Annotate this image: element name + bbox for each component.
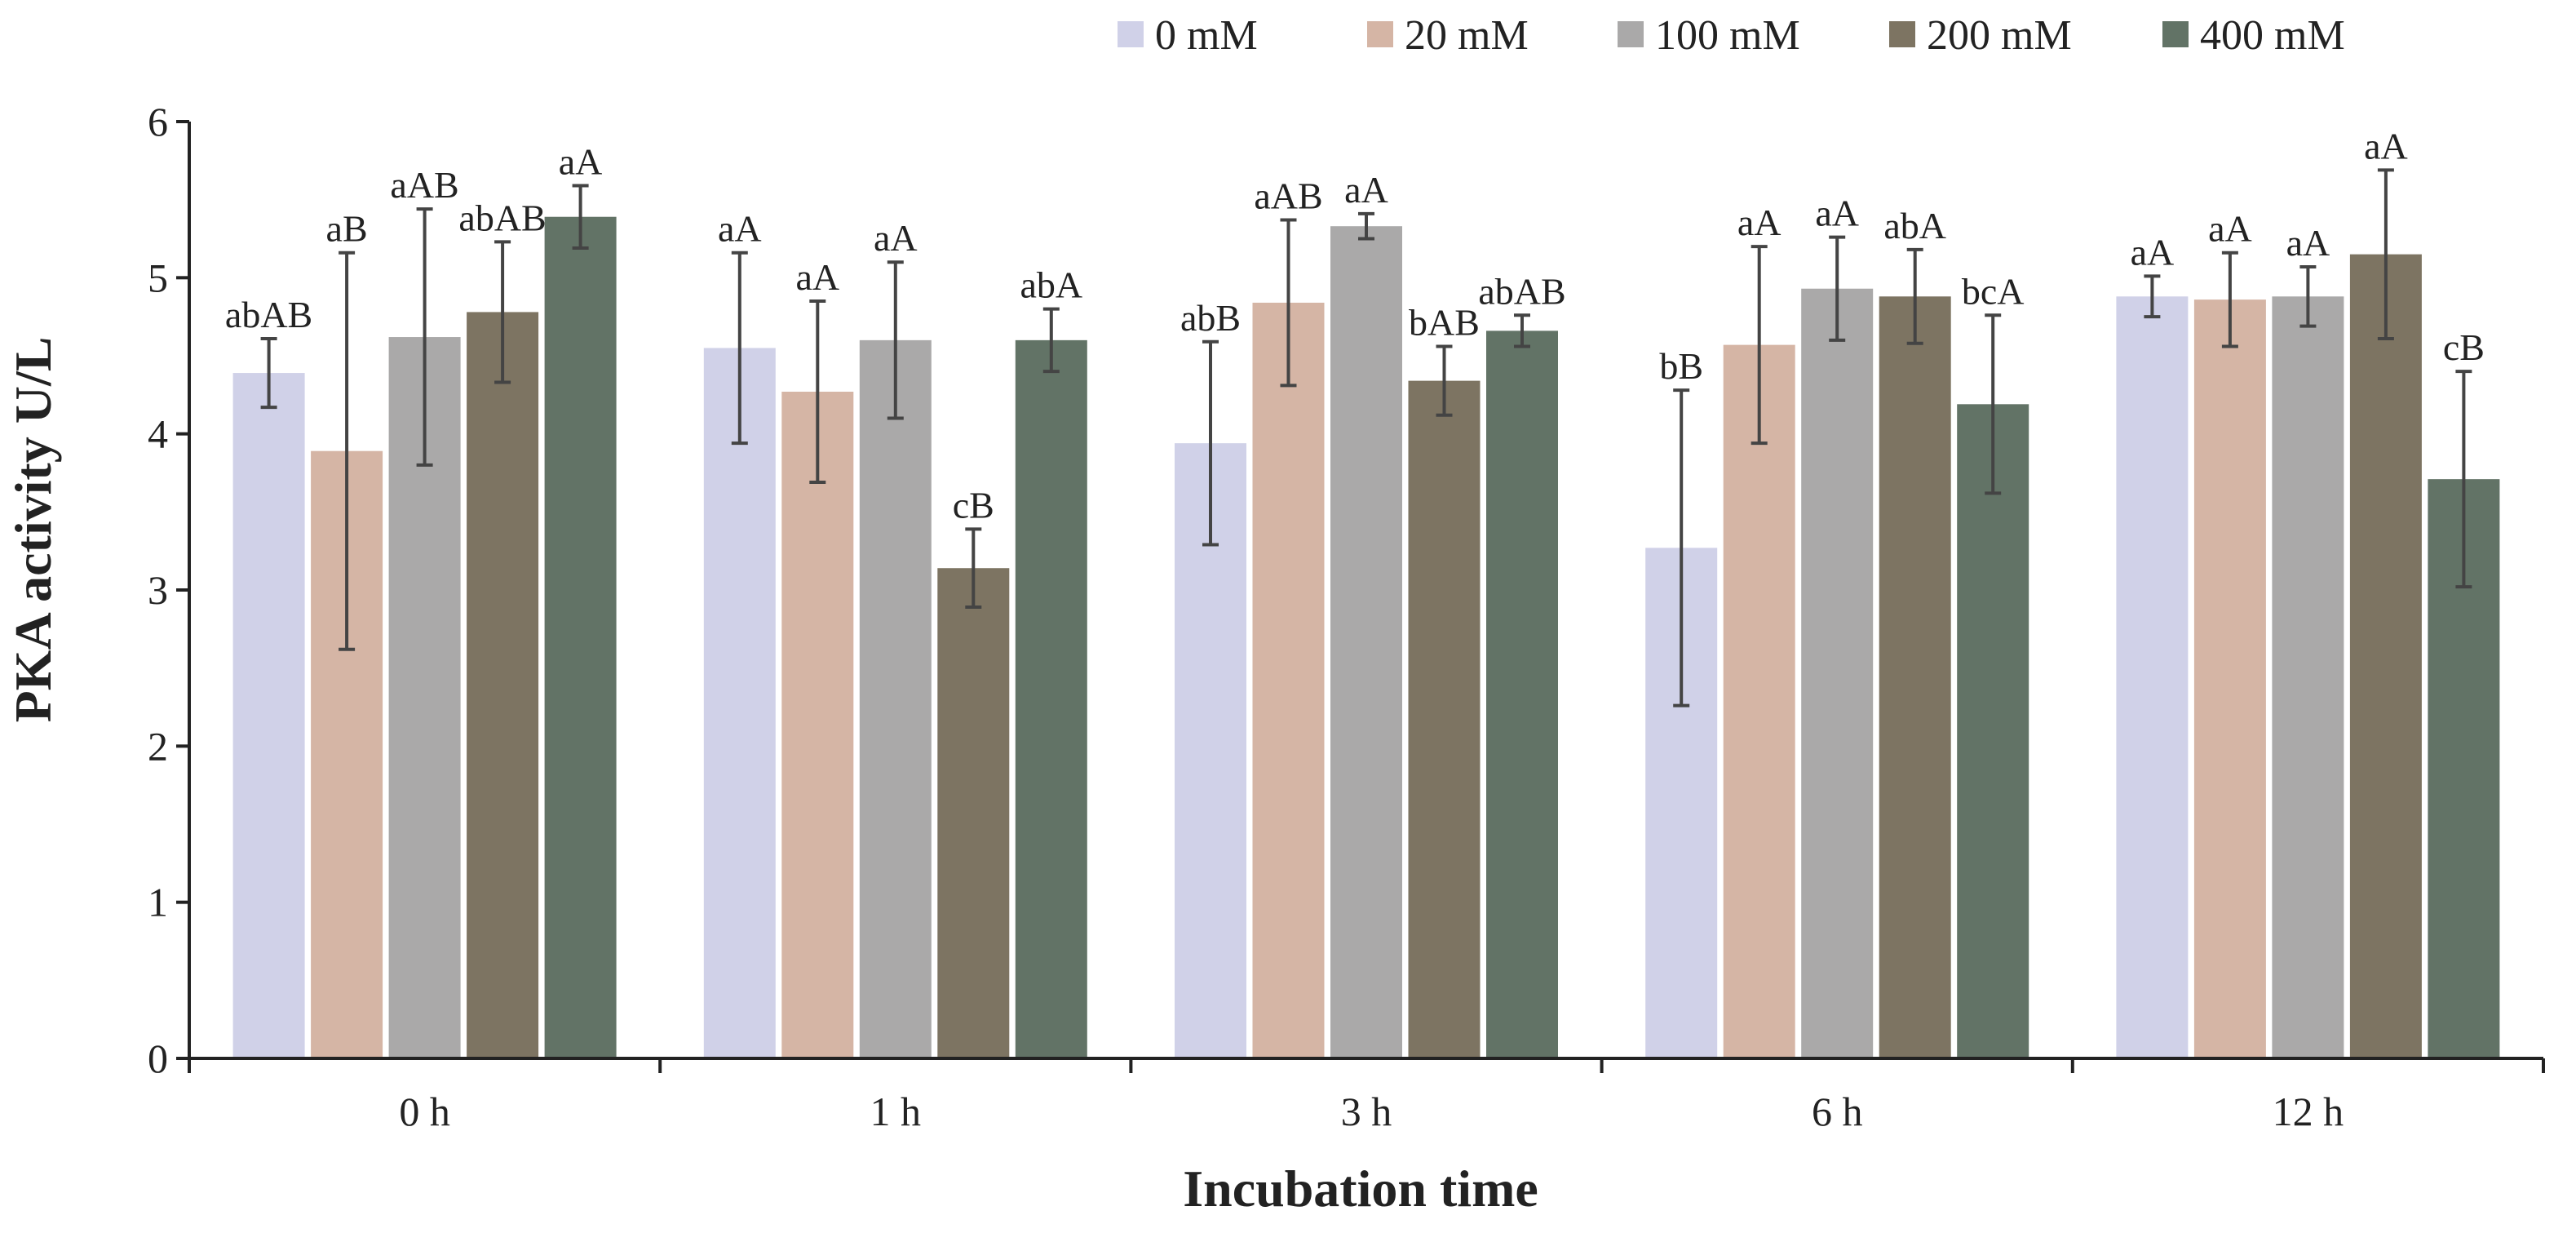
x-tick-label: 6 h: [1812, 1089, 1863, 1134]
bars: [232, 216, 2500, 1059]
legend-swatch: [1889, 21, 1915, 47]
data-label: aA: [2131, 231, 2175, 273]
legend-label: 400 mM: [2200, 12, 2345, 59]
bar: [1879, 296, 1951, 1058]
data-label: aA: [1815, 193, 1859, 234]
data-label: aA: [2286, 222, 2330, 264]
legend-swatch: [1367, 21, 1393, 47]
data-label: aA: [2364, 125, 2408, 166]
legend-label: 20 mM: [1405, 12, 1529, 59]
data-label: aA: [1737, 202, 1782, 243]
x-axis-title: Incubation time: [1183, 1160, 1538, 1218]
bar: [2272, 296, 2344, 1058]
data-label: cB: [2443, 326, 2485, 368]
data-label: aAB: [390, 164, 458, 206]
data-label: aAB: [1254, 175, 1322, 217]
bar: [1957, 404, 2029, 1058]
legend-swatch: [1618, 21, 1644, 47]
data-label: abAB: [458, 197, 546, 238]
y-axis-title: PKA activity U/L: [4, 337, 62, 723]
y-tick-label: 2: [148, 723, 168, 769]
data-label: abB: [1180, 297, 1241, 339]
bar: [1252, 302, 1325, 1058]
data-label: aA: [874, 217, 918, 259]
y-tick-label: 0: [148, 1036, 168, 1081]
bar: [467, 312, 539, 1059]
bar: [1801, 288, 1874, 1058]
data-label: abA: [1883, 205, 1946, 246]
y-tick-label: 5: [148, 255, 168, 300]
bar: [1015, 339, 1087, 1058]
axes: 0 1 2 3 4 5 6 0 h 1 h 3 h 6 h 12 h: [148, 99, 2545, 1134]
bar: [937, 568, 1010, 1058]
data-label: aA: [559, 140, 603, 182]
y-tick-label: 1: [148, 880, 168, 925]
legend-label: 0 mM: [1155, 12, 1258, 59]
bar: [2116, 296, 2189, 1058]
data-label: aA: [2208, 208, 2252, 250]
x-tick-label: 0 h: [399, 1089, 450, 1134]
data-label: cB: [953, 484, 994, 526]
bar: [1330, 226, 1402, 1058]
bar: [2349, 254, 2422, 1059]
bar: [2193, 299, 2266, 1058]
data-label: abA: [1020, 264, 1082, 306]
x-tick-label: 12 h: [2273, 1089, 2344, 1134]
legend-label: 100 mM: [1655, 12, 1800, 59]
data-label: abAB: [1478, 270, 1565, 312]
y-tick-label: 4: [148, 411, 168, 457]
data-label: bcA: [1962, 270, 2025, 312]
bar: [544, 216, 617, 1058]
data-label: bAB: [1409, 302, 1480, 344]
bar: [781, 392, 854, 1058]
data-label: aB: [326, 208, 368, 250]
bar: [1723, 344, 1795, 1058]
error-bars: [260, 168, 2472, 707]
data-label: aA: [718, 208, 762, 250]
y-tick-label: 3: [148, 567, 168, 613]
legend: 0 mM 20 mM 100 mM 200 mM 400 mM: [1118, 12, 2345, 59]
legend-swatch: [1118, 21, 1144, 47]
bar: [703, 348, 776, 1058]
bar: [232, 373, 305, 1059]
x-tick-label: 1 h: [870, 1089, 922, 1134]
data-label: aA: [1344, 169, 1388, 211]
data-label: abAB: [225, 294, 312, 335]
data-label: bB: [1659, 345, 1703, 387]
legend-swatch: [2162, 21, 2189, 47]
bar: [859, 339, 932, 1058]
data-label: aA: [795, 256, 839, 298]
y-tick-label: 6: [148, 99, 168, 144]
bar: [1486, 330, 1558, 1058]
x-tick-label: 3 h: [1341, 1089, 1392, 1134]
legend-label: 200 mM: [1927, 12, 2072, 59]
bar: [1408, 380, 1481, 1058]
